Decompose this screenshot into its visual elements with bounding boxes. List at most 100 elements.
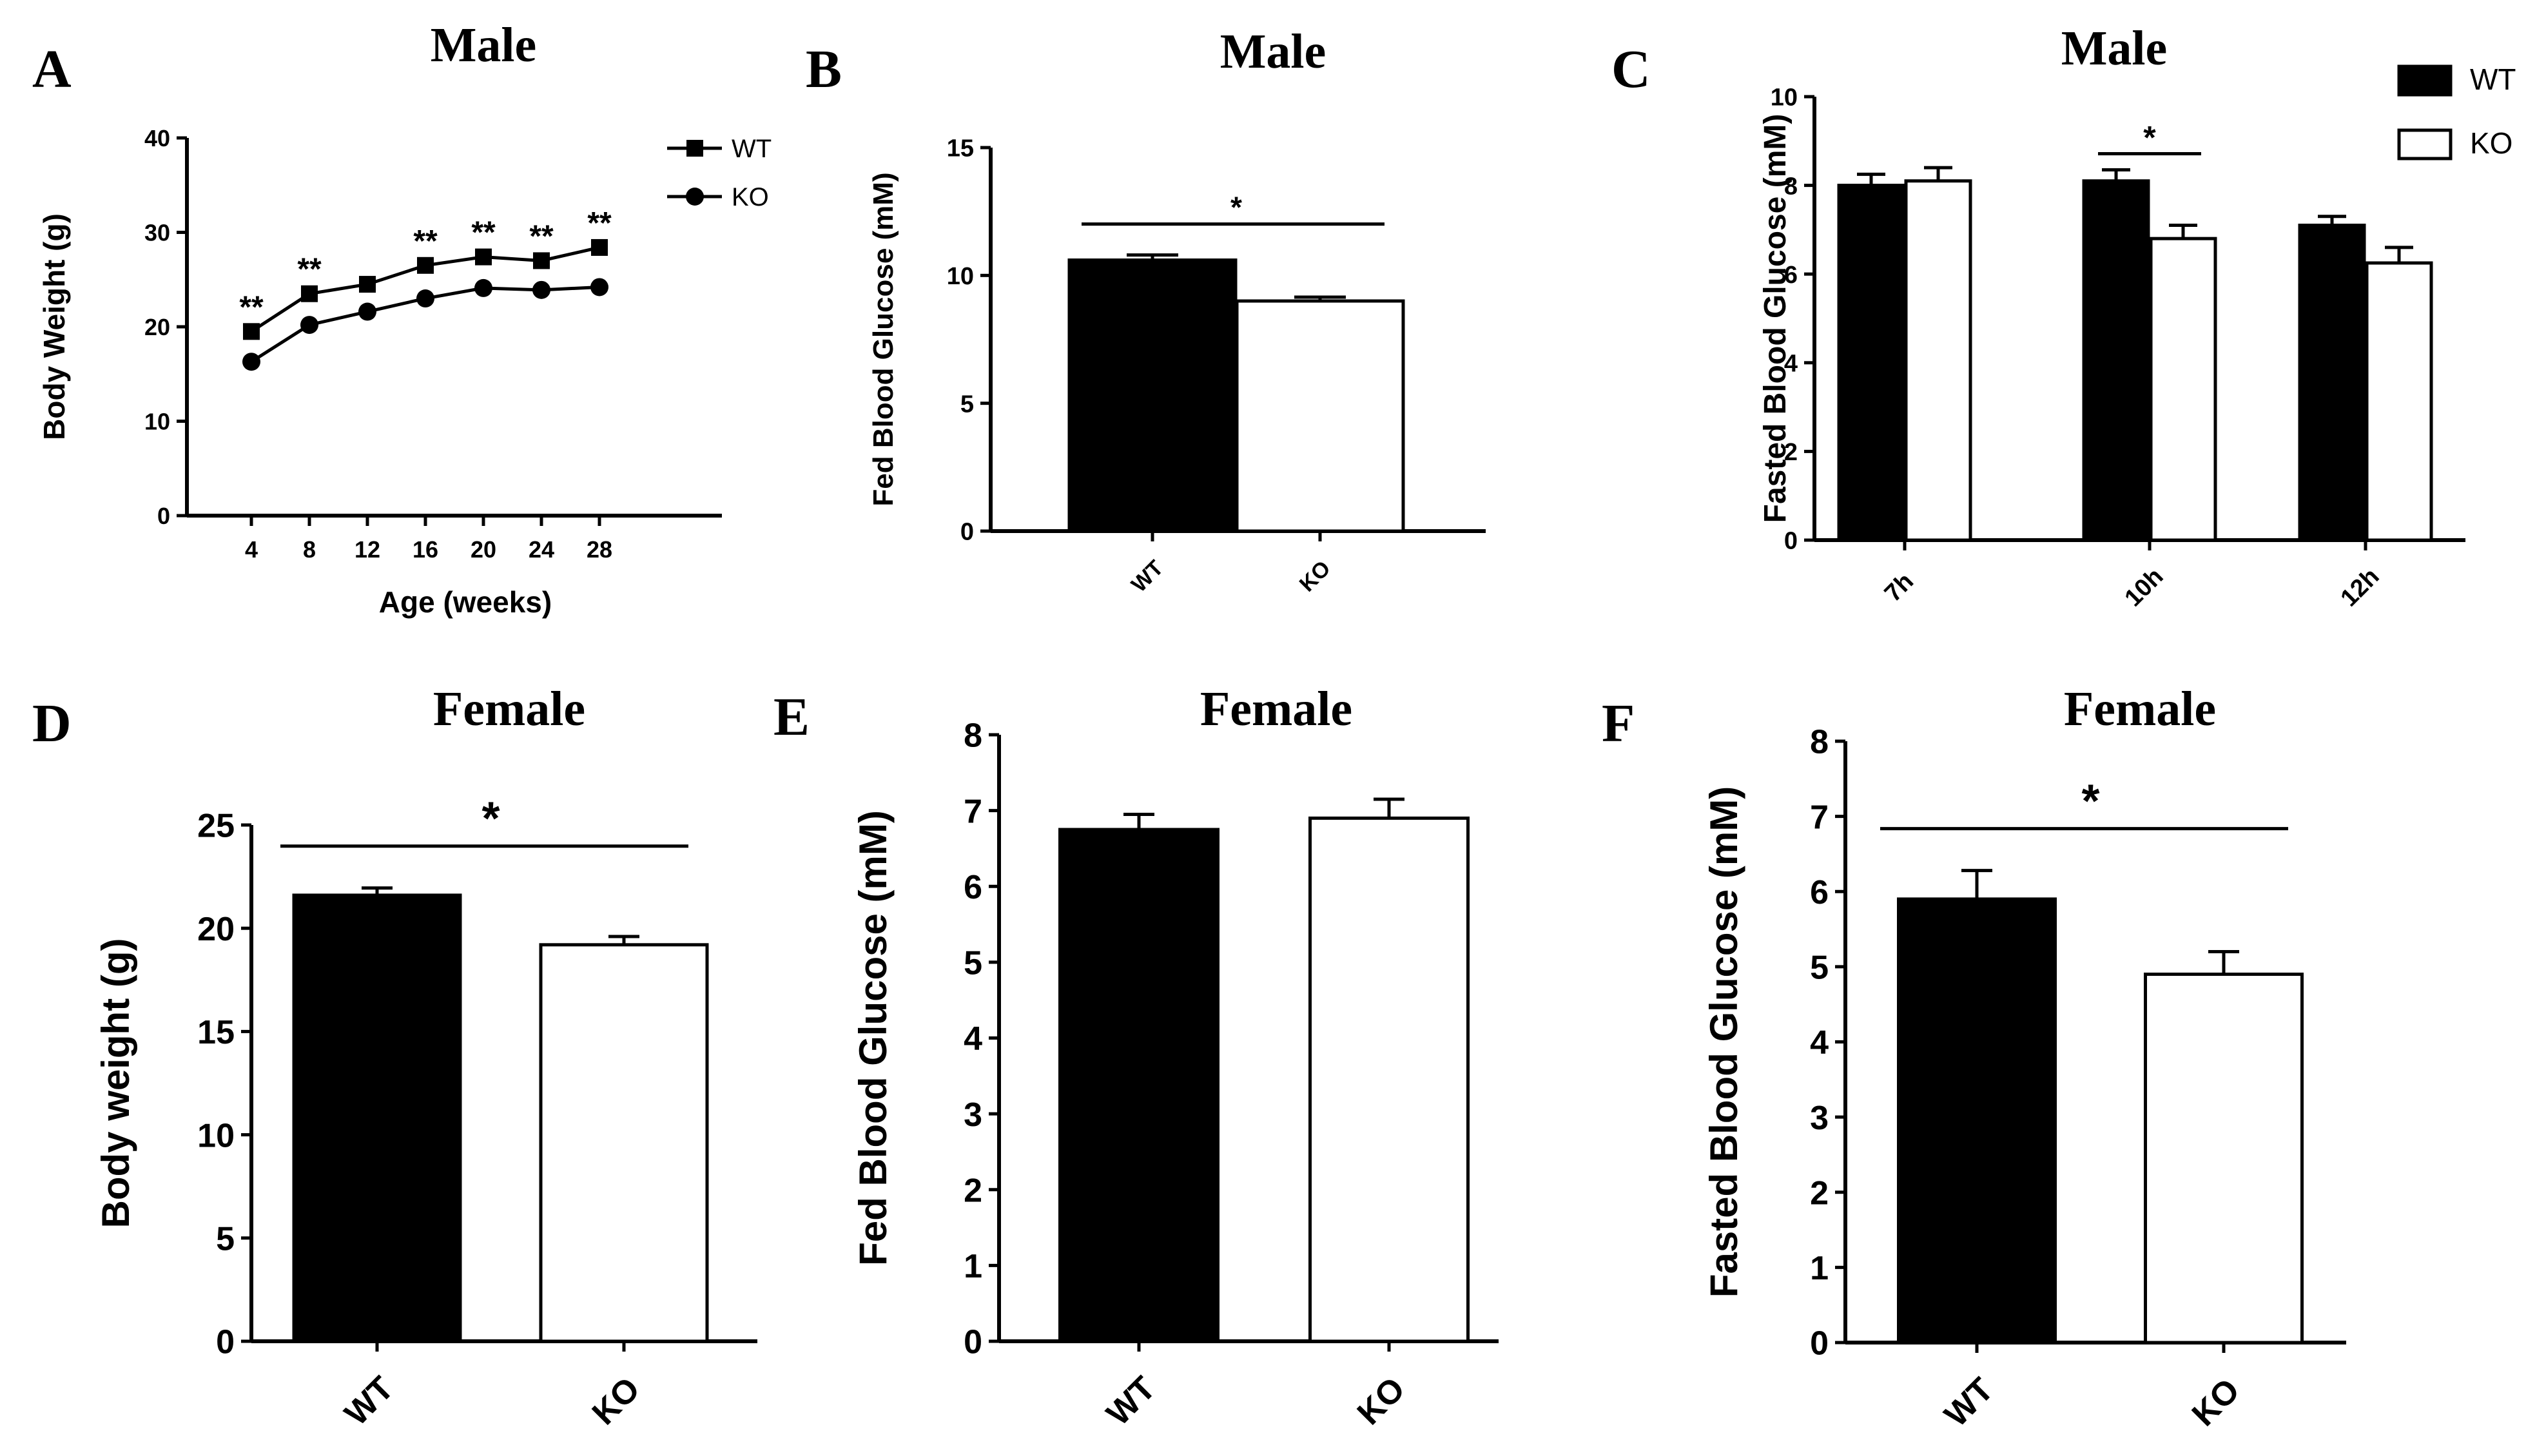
panel-f-letter: F — [1602, 694, 1635, 753]
panel-f-y-tick-label: 4 — [1810, 1024, 1829, 1062]
panel-b-y-tick-label: 15 — [947, 135, 974, 162]
panel-c-legend-label-wt: WT — [2470, 63, 2516, 96]
panel-a-y-tick-label: 20 — [144, 314, 170, 340]
panel-c-y-tick-label: 10 — [1771, 84, 1798, 112]
panel-d-title: Female — [433, 682, 585, 736]
panel-f-x-tick-label: KO — [2185, 1372, 2247, 1433]
panel-c-y-axis-title: Fasted Blood Glucose (mM) — [1758, 114, 1793, 523]
panel-a-significance-label: ** — [239, 290, 264, 324]
panel-a-y-tick-label: 40 — [144, 125, 170, 151]
panel-f-y-tick-label: 0 — [1810, 1325, 1829, 1363]
panel-a-point-wt — [591, 238, 608, 256]
panel-d-x-tick-label: WT — [338, 1370, 401, 1433]
panel-a-legend-label-ko: KO — [732, 183, 769, 211]
panel-c-legend-swatch-ko — [2397, 128, 2453, 160]
panel-c-bar-wt — [2082, 179, 2150, 542]
panel-c-x-tick-label: 10h — [2120, 563, 2169, 612]
panel-c-significance-label: * — [2143, 120, 2156, 156]
panel-e-y-tick-label: 1 — [964, 1248, 982, 1285]
panel-a-point-ko — [474, 278, 492, 297]
panel-c-legend-swatch-wt — [2397, 64, 2453, 97]
panel-c-y-tick-label: 0 — [1784, 528, 1798, 555]
panel-a-point-wt — [417, 257, 434, 274]
panel-e-y-axis-title: Fed Blood Glucose (mM) — [851, 810, 895, 1266]
panel-a-y-tick-label: 0 — [157, 503, 170, 529]
panel-b-y-axis-title: Fed Blood Glucose (mM) — [868, 172, 899, 506]
panel-a-letter: A — [32, 39, 72, 99]
panel-b-bar-ko — [1235, 299, 1405, 533]
panel-f-y-tick-label: 2 — [1810, 1174, 1829, 1212]
panel-b-title: Male — [1220, 24, 1326, 79]
panel-a-point-ko — [590, 278, 608, 296]
panel-f-y-tick-label: 5 — [1810, 949, 1829, 987]
panel-e-x-tick-label: KO — [1350, 1370, 1412, 1432]
panel-d-y-tick-label: 5 — [216, 1221, 235, 1258]
panel-e-y-tick-label: 8 — [964, 717, 982, 755]
panel-c-x-tick-label: 12h — [2336, 563, 2385, 612]
panel-a-significance-label: ** — [471, 216, 496, 250]
panel-c-y-tick-label: 4 — [1784, 350, 1798, 377]
panel-a-y-axis-title: Body Weight (g) — [37, 213, 71, 440]
panel-a-significance-label: ** — [587, 206, 612, 240]
panel-f-x-tick-label: WT — [1938, 1371, 2001, 1434]
panel-b-y-tick-label: 0 — [960, 519, 974, 546]
panel-d-y-tick-label: 25 — [197, 808, 235, 845]
panel-f-y-axis-title: Fasted Blood Glucose (mM) — [1702, 786, 1745, 1297]
panel-e-letter: E — [773, 687, 810, 747]
panel-a-legend-marker-ko — [686, 188, 704, 206]
panel-b-y-tick-label: 5 — [960, 391, 974, 418]
panel-a-significance-label: ** — [413, 224, 438, 258]
panel-a-x-axis-title: Age (weeks) — [379, 585, 552, 619]
panel-a-x-tick-label: 24 — [529, 536, 554, 563]
panel-a-legend-marker-wt — [686, 140, 703, 157]
panel-e-bar-wt — [1058, 828, 1220, 1343]
panel-c-bar-wt — [1837, 184, 1905, 542]
panel-a-point-ko — [416, 289, 434, 308]
panel-f-bar-wt — [1897, 897, 2057, 1344]
panel-a-point-wt — [475, 248, 492, 266]
panel-d-y-tick-label: 15 — [197, 1014, 235, 1051]
panel-f-bar-ko — [2144, 973, 2304, 1344]
panel-f-y-tick-label: 8 — [1810, 724, 1829, 761]
panel-a-point-wt — [301, 285, 318, 302]
panel-c-title: Male — [2061, 21, 2168, 75]
panel-e-y-tick-label: 5 — [964, 945, 982, 982]
panel-a-x-tick-label: 28 — [587, 536, 612, 563]
panel-b-letter: B — [806, 39, 842, 99]
panel-d-x-tick-label: KO — [585, 1370, 647, 1432]
panel-d-bar-ko — [539, 943, 709, 1343]
panel-a-legend-label-wt: WT — [732, 135, 772, 163]
panel-a-point-ko — [358, 302, 376, 321]
panel-c-bar-ko — [2365, 261, 2433, 542]
panel-f-y-tick-label: 6 — [1810, 874, 1829, 911]
panel-f-significance-label: * — [2081, 776, 2099, 828]
panel-b-y-tick-label: 10 — [947, 263, 974, 290]
panel-b-x-tick-label: KO — [1295, 556, 1336, 597]
panel-a-point-ko — [532, 280, 550, 299]
panel-b-significance-label: * — [1230, 191, 1242, 224]
panel-f-y-tick-label: 1 — [1810, 1250, 1829, 1287]
panel-d-y-axis-title: Body weight (g) — [94, 938, 137, 1228]
panel-a-point-wt — [243, 323, 260, 340]
panel-a-significance-label: ** — [297, 253, 322, 287]
panel-e-y-tick-label: 4 — [964, 1020, 982, 1058]
panel-c-legend-label-ko: KO — [2470, 126, 2512, 160]
panel-e-y-tick-label: 7 — [964, 793, 982, 830]
panel-c-bar-wt — [2298, 224, 2366, 542]
panel-a-x-tick-label: 20 — [471, 536, 496, 563]
panel-a-point-ko — [242, 353, 260, 371]
panel-a-significance-label: ** — [529, 219, 554, 253]
panel-b-x-tick-label: WT — [1127, 556, 1168, 597]
panel-d-y-tick-label: 0 — [216, 1324, 235, 1361]
panel-e-y-tick-label: 3 — [964, 1096, 982, 1134]
panel-e-y-tick-label: 0 — [964, 1324, 982, 1361]
panel-d-letter: D — [32, 694, 72, 753]
panel-c-y-tick-label: 8 — [1784, 173, 1798, 200]
panel-c-bar-ko — [2149, 237, 2217, 542]
panel-a-y-tick-label: 10 — [144, 408, 170, 434]
panel-a-x-tick-label: 8 — [303, 536, 316, 563]
panel-d-y-tick-label: 20 — [197, 911, 235, 948]
panel-f-y-tick-label: 7 — [1810, 799, 1829, 836]
panel-a-point-ko — [300, 316, 318, 335]
panel-f-y-tick-label: 3 — [1810, 1100, 1829, 1137]
